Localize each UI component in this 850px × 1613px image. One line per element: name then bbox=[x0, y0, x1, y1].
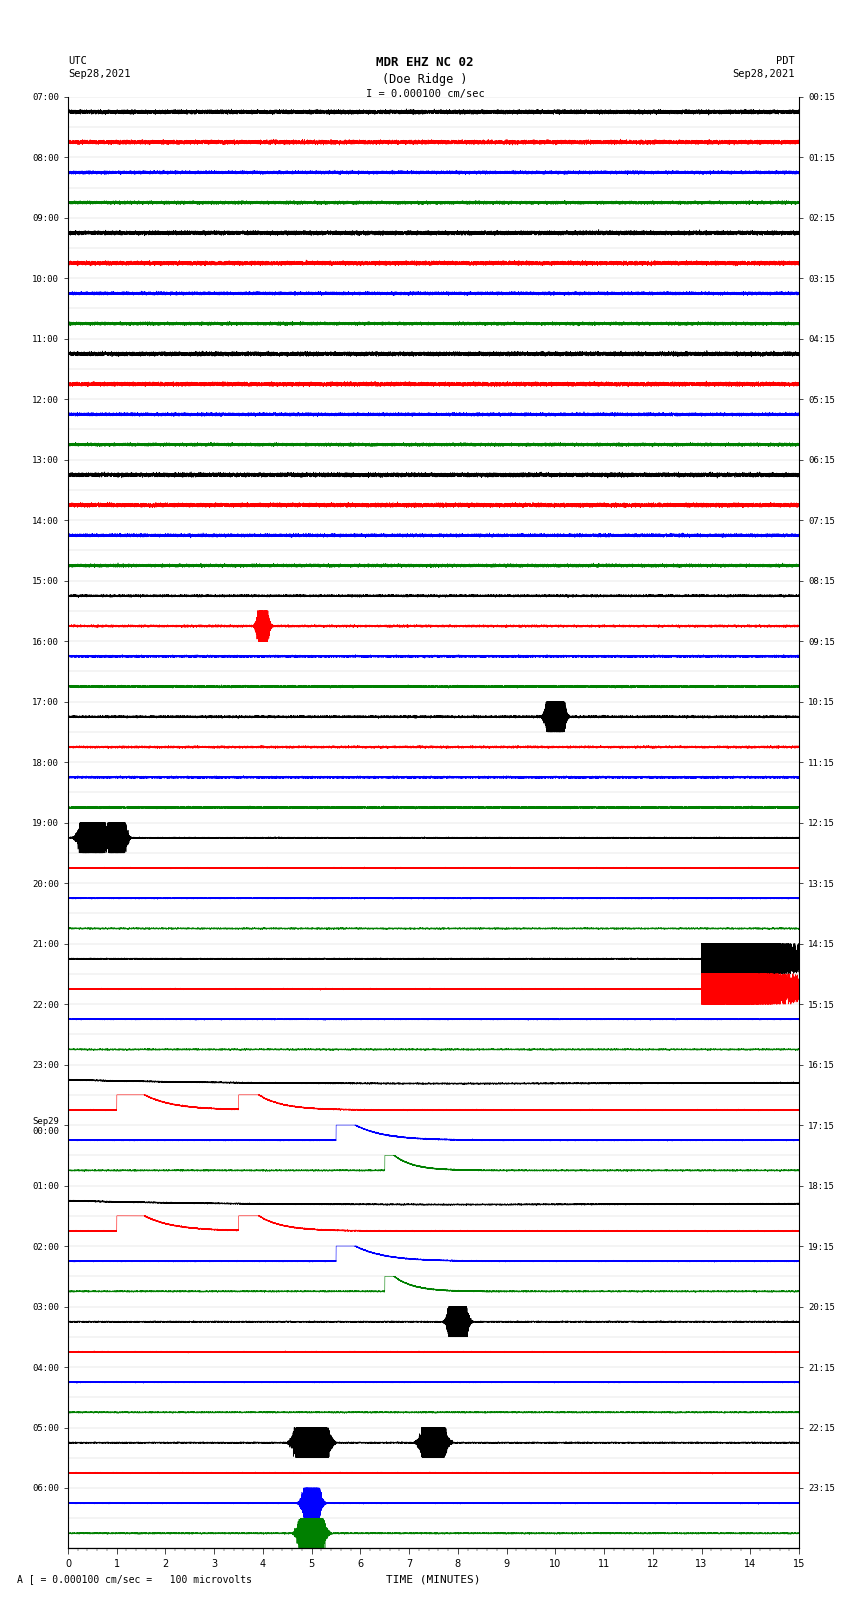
Text: PDT: PDT bbox=[776, 56, 795, 66]
X-axis label: TIME (MINUTES): TIME (MINUTES) bbox=[386, 1574, 481, 1584]
Text: Sep28,2021: Sep28,2021 bbox=[68, 69, 131, 79]
Text: Sep28,2021: Sep28,2021 bbox=[732, 69, 795, 79]
Text: A [ = 0.000100 cm/sec =   100 microvolts: A [ = 0.000100 cm/sec = 100 microvolts bbox=[17, 1574, 252, 1584]
Text: MDR EHZ NC 02: MDR EHZ NC 02 bbox=[377, 56, 473, 69]
Text: I = 0.000100 cm/sec: I = 0.000100 cm/sec bbox=[366, 89, 484, 98]
Text: (Doe Ridge ): (Doe Ridge ) bbox=[382, 73, 468, 85]
Text: UTC: UTC bbox=[68, 56, 87, 66]
